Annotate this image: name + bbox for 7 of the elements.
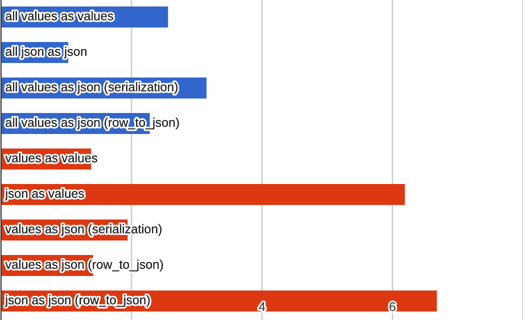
bar [1, 184, 405, 205]
x-tick-label: 4 [258, 302, 266, 312]
x-tick-label: 6 [390, 302, 396, 312]
y-tick-label: all values as values [6, 11, 114, 20]
y-tick-label: all values as json (serialization) [6, 82, 178, 94]
y-tick-label: json as json (row_to_json) [4, 295, 150, 307]
y-tick-label: json as values [4, 188, 84, 200]
